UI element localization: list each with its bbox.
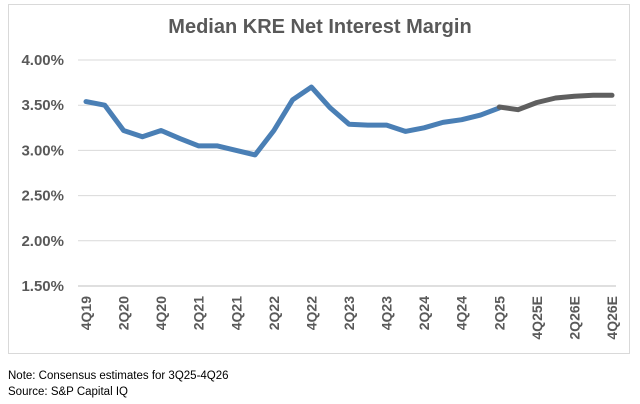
x-tick-label: 2Q23 — [341, 296, 357, 330]
y-tick-label: 3.50% — [21, 97, 64, 114]
series-lines — [83, 84, 615, 158]
series-line-estimate — [496, 92, 615, 113]
series-line-actual — [83, 84, 502, 158]
source-text: Source: S&P Capital IQ — [8, 386, 128, 398]
x-tick-label: 4Q26E — [604, 296, 620, 340]
x-tick-label: 2Q20 — [116, 296, 132, 330]
x-tick-label: 2Q24 — [416, 296, 432, 330]
x-tick-label: 2Q25 — [491, 296, 507, 330]
x-tick-label: 4Q25E — [529, 296, 545, 340]
x-tick-label: 4Q21 — [228, 296, 244, 330]
x-tick-label: 4Q20 — [153, 296, 169, 330]
gridlines — [78, 59, 616, 242]
x-tick-label: 2Q26E — [566, 296, 582, 340]
x-tick-label: 4Q23 — [379, 296, 395, 330]
chart-title: Median KRE Net Interest Margin — [168, 16, 472, 38]
y-tick-label: 2.50% — [21, 188, 64, 205]
y-axis-ticks: 1.50% 2.00% 2.50% 3.00% 3.50% 4.00% — [21, 52, 64, 295]
y-tick-label: 3.00% — [21, 142, 64, 159]
y-tick-label: 2.00% — [21, 233, 64, 250]
x-tick-label: 4Q19 — [78, 296, 94, 330]
x-tick-label: 4Q24 — [454, 296, 470, 330]
y-tick-label: 1.50% — [21, 278, 64, 295]
note-text: Note: Consensus estimates for 3Q25-4Q26 — [8, 370, 229, 382]
y-tick-label: 4.00% — [21, 52, 64, 69]
x-tick-label: 2Q21 — [191, 296, 207, 330]
x-tick-label: 4Q22 — [303, 296, 319, 330]
line-chart: 1.50%2.00%2.50%3.00%3.50%4.00% 4Q19 2Q20 4… — [21, 52, 620, 340]
x-tick-label: 2Q22 — [266, 296, 282, 330]
chart-frame — [8, 4, 630, 354]
footnotes: Note: Consensus estimates for 3Q25-4Q26 … — [8, 368, 229, 400]
x-axis-ticks: 4Q19 2Q20 4Q20 2Q21 4Q21 2Q22 4Q22 2Q23 4Q23 2Q24… — [78, 296, 620, 340]
